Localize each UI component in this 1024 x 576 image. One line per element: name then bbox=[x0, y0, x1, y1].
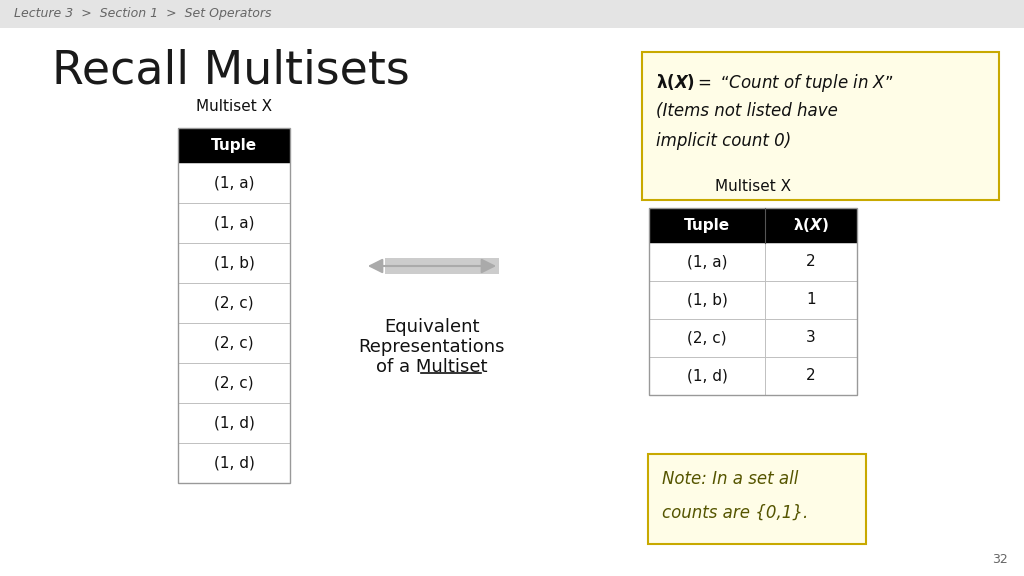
Text: of a Multiset: of a Multiset bbox=[376, 358, 487, 376]
Text: (2, c): (2, c) bbox=[214, 376, 254, 391]
Text: (2, c): (2, c) bbox=[687, 331, 727, 346]
Text: (Items not listed have: (Items not listed have bbox=[656, 102, 838, 120]
Bar bbox=[765, 281, 857, 319]
Bar bbox=[765, 357, 857, 395]
Text: Equivalent: Equivalent bbox=[384, 318, 480, 336]
Text: (2, c): (2, c) bbox=[214, 295, 254, 310]
Text: Recall Multisets: Recall Multisets bbox=[52, 48, 410, 93]
Text: $\boldsymbol{\lambda}$$\boldsymbol{(X)}$$=$ “Count of tuple in X”: $\boldsymbol{\lambda}$$\boldsymbol{(X)}$… bbox=[656, 72, 894, 94]
Text: Lecture 3  >  Section 1  >  Set Operators: Lecture 3 > Section 1 > Set Operators bbox=[14, 7, 271, 21]
Text: 2: 2 bbox=[806, 255, 816, 270]
Text: 1: 1 bbox=[806, 293, 816, 308]
Text: (1, a): (1, a) bbox=[687, 255, 727, 270]
Bar bbox=[178, 443, 290, 483]
Bar bbox=[649, 281, 765, 319]
Bar bbox=[178, 203, 290, 243]
Text: (1, d): (1, d) bbox=[214, 415, 254, 430]
Text: Tuple: Tuple bbox=[211, 138, 257, 153]
Text: Note: In a set all: Note: In a set all bbox=[662, 470, 799, 488]
Bar bbox=[178, 128, 290, 163]
Text: (1, b): (1, b) bbox=[686, 293, 727, 308]
Bar bbox=[385, 258, 499, 274]
Bar bbox=[178, 323, 290, 363]
Bar bbox=[649, 208, 857, 395]
Bar bbox=[649, 319, 765, 357]
Bar bbox=[178, 403, 290, 443]
Text: (1, a): (1, a) bbox=[214, 215, 254, 230]
Text: 32: 32 bbox=[992, 553, 1008, 566]
Bar bbox=[178, 363, 290, 403]
Text: (2, c): (2, c) bbox=[214, 335, 254, 351]
Bar bbox=[178, 243, 290, 283]
Bar bbox=[765, 319, 857, 357]
FancyArrowPatch shape bbox=[370, 260, 494, 272]
Text: counts are {0,1}.: counts are {0,1}. bbox=[662, 504, 808, 522]
Text: implicit count 0): implicit count 0) bbox=[656, 132, 792, 150]
Text: Tuple: Tuple bbox=[684, 218, 730, 233]
Text: (1, a): (1, a) bbox=[214, 176, 254, 191]
Bar bbox=[178, 163, 290, 203]
Text: 3: 3 bbox=[806, 331, 816, 346]
Bar bbox=[648, 454, 866, 544]
Bar bbox=[765, 243, 857, 281]
Bar bbox=[0, 0, 1024, 28]
Text: Representations: Representations bbox=[358, 338, 505, 356]
Bar bbox=[649, 357, 765, 395]
Text: $\boldsymbol{\lambda}$$\boldsymbol{(X)}$: $\boldsymbol{\lambda}$$\boldsymbol{(X)}$ bbox=[793, 217, 829, 234]
Bar bbox=[649, 243, 765, 281]
Bar bbox=[649, 208, 857, 243]
Text: (1, b): (1, b) bbox=[214, 256, 254, 271]
Text: (1, d): (1, d) bbox=[214, 456, 254, 471]
Text: (1, d): (1, d) bbox=[686, 369, 727, 384]
Bar bbox=[642, 52, 999, 200]
Text: Multiset X: Multiset X bbox=[196, 99, 272, 114]
Bar bbox=[178, 283, 290, 323]
Bar bbox=[178, 128, 290, 483]
Text: Multiset X: Multiset X bbox=[715, 179, 792, 194]
Text: 2: 2 bbox=[806, 369, 816, 384]
